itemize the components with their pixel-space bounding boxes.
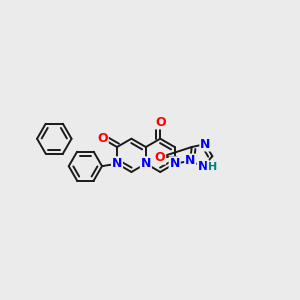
Text: N: N [169, 157, 180, 170]
Text: H: H [208, 162, 217, 172]
Text: N: N [200, 138, 211, 151]
Text: O: O [155, 151, 165, 164]
Text: N: N [198, 160, 208, 173]
Text: N: N [112, 157, 122, 170]
Text: N: N [141, 157, 151, 170]
Text: O: O [155, 116, 166, 129]
Text: N: N [185, 154, 195, 167]
Text: O: O [97, 132, 108, 145]
